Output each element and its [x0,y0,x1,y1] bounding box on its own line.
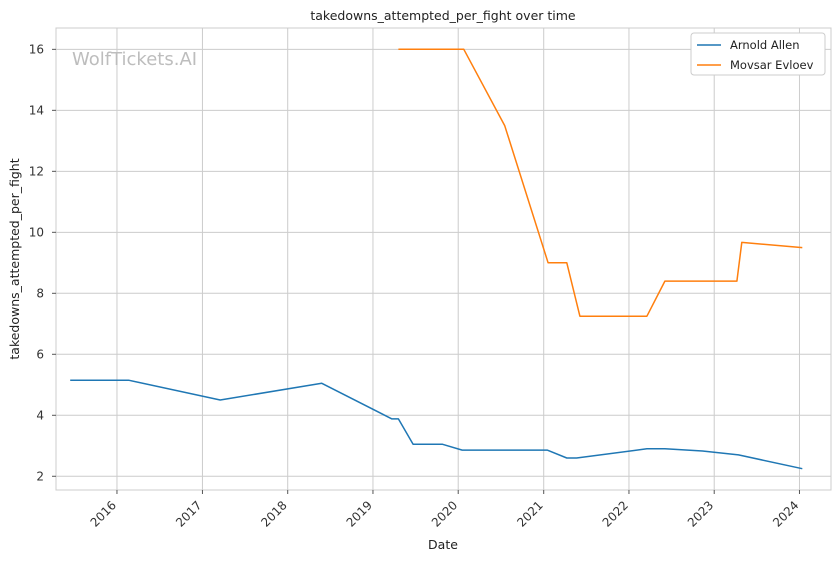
x-axis-title: Date [428,537,458,552]
y-tick-label: 8 [36,286,44,300]
y-tick-label: 6 [36,347,44,361]
legend: Arnold Allen Movsar Evloev [690,32,826,76]
y-tick-label: 10 [29,225,44,239]
series-layer [70,48,803,470]
watermark: WolfTickets.AI [72,49,197,70]
y-tick-label: 12 [29,164,44,178]
x-tick-label: 2018 [258,498,289,529]
y-tick-label: 14 [29,103,44,117]
plot-area [55,27,832,491]
series-line-arnold-allen [70,379,803,470]
y-axis-title: takedowns_attempted_per_fight [7,158,22,359]
x-tick-label: 2020 [429,498,460,529]
y-tick-label: 4 [36,408,44,422]
legend-box [690,32,826,76]
y-tick-label: 2 [36,469,44,483]
x-tick-label: 2024 [770,498,801,529]
x-tick-label: 2021 [514,498,545,529]
x-tick-label: 2022 [600,498,631,529]
legend-label: Movsar Evloev [730,58,814,72]
chart-title: takedowns_attempted_per_fight over time [310,8,576,23]
y-tick-label: 16 [29,42,44,56]
x-tick-label: 2019 [344,498,375,529]
series-line-movsar-evloev [398,48,803,317]
legend-label: Arnold Allen [730,38,800,52]
x-tick-label: 2016 [88,498,119,529]
x-tick-label: 2023 [685,498,716,529]
x-tick-label: 2017 [173,498,204,529]
